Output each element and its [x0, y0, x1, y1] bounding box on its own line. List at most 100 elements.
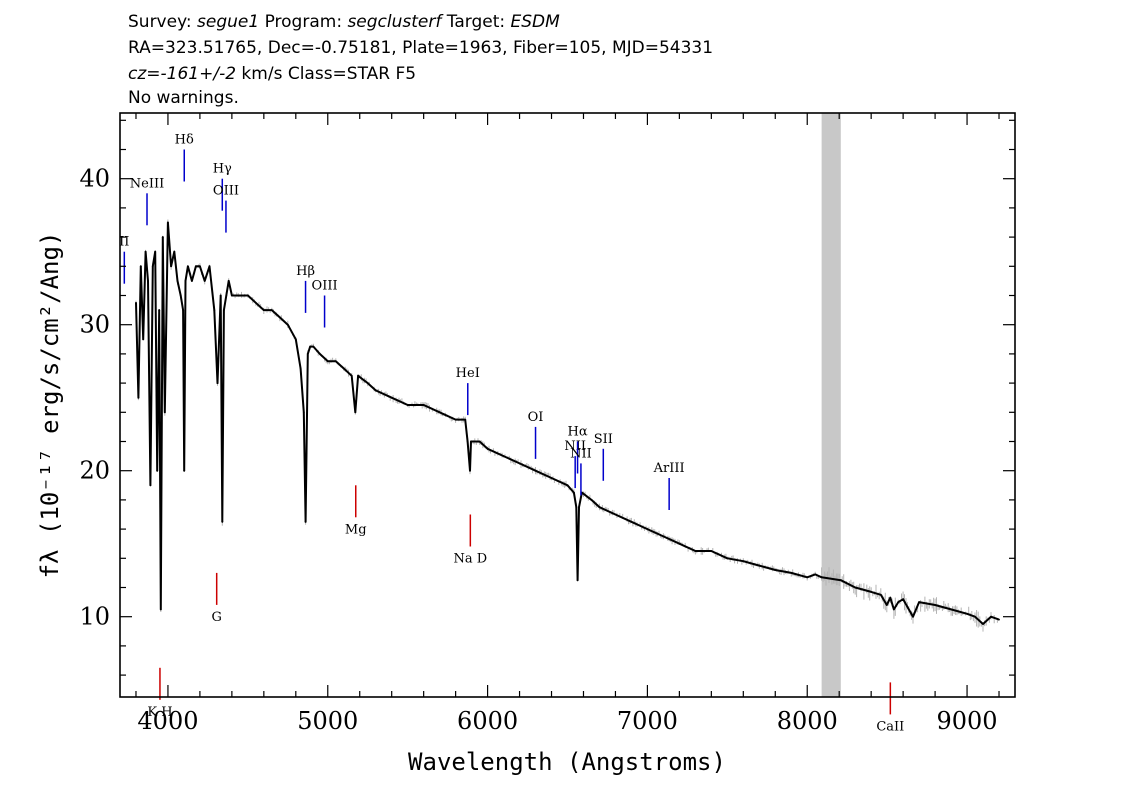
target-value: ESDM: [511, 12, 561, 32]
flux-point: [350, 374, 353, 377]
flux-point: [870, 591, 873, 593]
flux-point: [422, 404, 425, 406]
flux-point: [231, 294, 233, 297]
flux-point: [137, 396, 140, 399]
flux-point: [158, 309, 161, 311]
line-label: Hβ: [296, 264, 315, 279]
flux-point: [147, 280, 149, 282]
flux-point: [576, 579, 579, 582]
line-label: Hγ: [213, 162, 232, 177]
flux-series-layer: [135, 221, 1000, 625]
x-axis-title: Wavelength (Angstroms): [408, 748, 726, 776]
y-axis-title: fλ (10⁻¹⁷ erg/s/cm²/Ang): [36, 232, 64, 579]
line-label: NeIII: [130, 176, 164, 191]
flux-point: [630, 520, 633, 523]
masked-region: [821, 113, 841, 697]
flux-point: [195, 265, 197, 268]
flux-point: [326, 360, 329, 363]
flux-point: [726, 557, 729, 560]
flux-point: [208, 265, 211, 268]
flux-point: [182, 309, 185, 311]
flux-point: [173, 250, 176, 253]
flux-point: [334, 360, 337, 363]
flux-point: [710, 550, 713, 552]
flux-point: [142, 338, 145, 341]
x-tick-label: 9000: [937, 707, 998, 735]
flux-point: [216, 382, 219, 384]
flux-point: [974, 615, 976, 618]
y-tick-label: 20: [79, 457, 110, 485]
flux-point: [839, 579, 842, 582]
flux-point: [912, 615, 914, 618]
plot-axes: 4000 5000 6000 7000 8000 9000 10 20 30 40: [79, 112, 1016, 735]
survey-value: segue1: [197, 12, 259, 32]
flux-point: [203, 280, 206, 282]
flux-point: [573, 491, 575, 494]
flux-point: [254, 301, 257, 304]
header-line-1: Survey: segue1 Program: segclusterf Targ…: [128, 12, 560, 32]
line-label: NII: [564, 439, 586, 454]
flux-point: [518, 462, 521, 465]
flux-point: [144, 250, 147, 253]
flux-point: [678, 542, 681, 545]
flux-point: [742, 560, 745, 563]
flux-point: [918, 601, 920, 603]
flux-point: [163, 411, 166, 414]
line-label: Na D: [453, 552, 487, 567]
flux-point: [199, 265, 201, 268]
spectral-line-markers: IINeIIIHδHγOIIIHβOIIIHeIOINIIHαNIISIIArI…: [119, 133, 904, 735]
flux-point: [183, 469, 186, 472]
flux-point: [854, 586, 857, 589]
flux-point: [286, 323, 289, 326]
flux-point: [966, 612, 968, 615]
header-line-4: No warnings.: [128, 88, 239, 108]
flux-point: [470, 440, 472, 443]
flux-point: [998, 618, 1000, 621]
flux-point: [578, 506, 580, 509]
line-label: K H: [147, 705, 172, 720]
flux-point: [213, 309, 216, 311]
flux-point: [278, 316, 281, 319]
line-label: CaII: [876, 719, 904, 734]
flux-point: [774, 569, 777, 571]
line-label: G: [211, 610, 221, 625]
flux-point: [135, 301, 137, 304]
flux-point: [438, 411, 441, 414]
flux-point: [406, 404, 409, 406]
flux-point: [614, 513, 617, 516]
flux-point: [139, 265, 142, 268]
flux-point: [575, 506, 578, 509]
flux-point: [342, 367, 345, 370]
line-label: OIII: [213, 184, 239, 199]
flux-point: [590, 499, 593, 501]
flux-point: [464, 418, 467, 421]
flux-line: [135, 221, 1000, 625]
flux-point: [550, 477, 553, 479]
flux-point: [534, 469, 537, 472]
line-label: OIII: [312, 279, 338, 294]
flux-point: [161, 236, 164, 239]
flux-point: [318, 353, 321, 355]
flux-point: [225, 294, 228, 297]
flux-point: [662, 535, 665, 538]
flux-point: [390, 396, 393, 399]
flux-point: [309, 345, 312, 348]
y-tick-label: 40: [79, 165, 110, 193]
flux-point: [598, 506, 601, 509]
x-tick-label: 5000: [297, 707, 358, 735]
flux-point: [478, 440, 481, 443]
flux-point: [156, 469, 159, 472]
flux-point: [646, 528, 649, 530]
flux-point: [176, 280, 179, 282]
flux-point: [312, 345, 315, 348]
flux-point: [357, 374, 359, 377]
flux-point: [566, 484, 569, 487]
flux-point: [270, 309, 273, 311]
line-label: OI: [528, 410, 544, 425]
flux-point: [502, 455, 505, 457]
flux-point: [982, 623, 984, 625]
flux-point: [950, 608, 952, 611]
flux-point: [990, 615, 992, 618]
flux-point: [374, 389, 377, 392]
flux-point: [472, 440, 475, 443]
